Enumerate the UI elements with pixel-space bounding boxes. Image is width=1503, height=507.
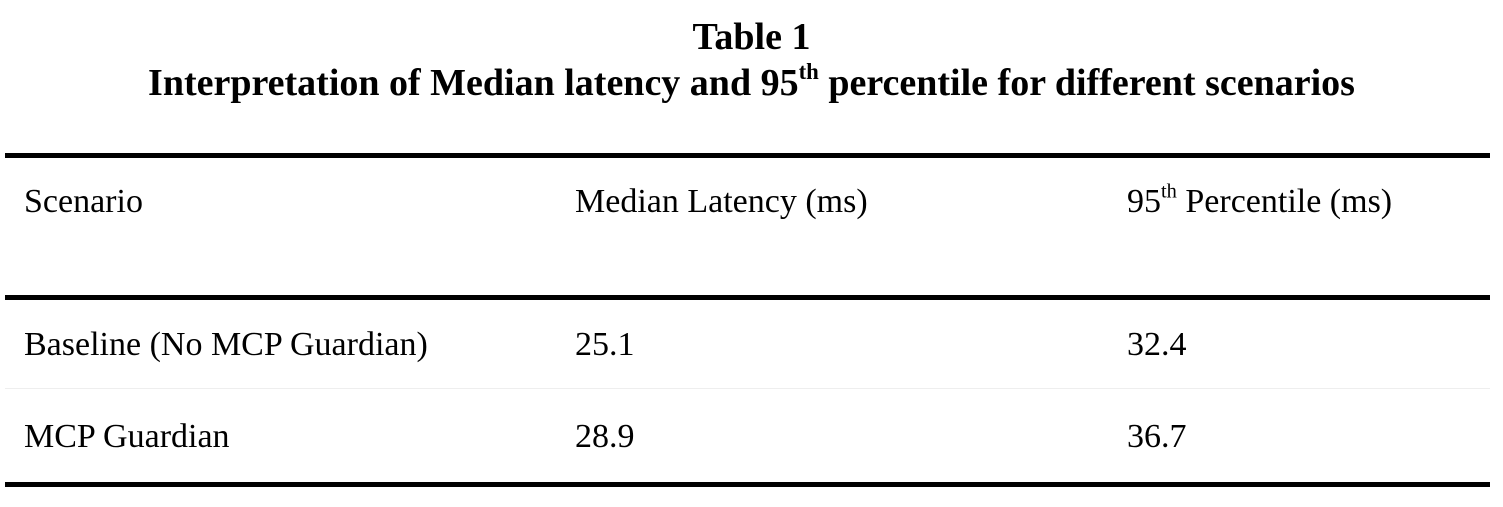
title-text: percentile for different scenarios bbox=[818, 62, 1355, 104]
header-cell: Scenario bbox=[24, 183, 143, 220]
header-text: Percentile (ms) bbox=[1176, 183, 1393, 220]
top-rule bbox=[5, 153, 1490, 158]
title-sup: th bbox=[798, 59, 819, 85]
header-text: 95 bbox=[1127, 183, 1161, 220]
bottom-rule bbox=[5, 482, 1490, 487]
cell: MCP Guardian bbox=[24, 418, 230, 455]
table-label: Table 1 bbox=[692, 16, 811, 58]
header-cell: 95th Percentile (ms) bbox=[1127, 182, 1392, 222]
table-title: Interpretation of Median latency and 95t… bbox=[0, 60, 1503, 104]
header-rule bbox=[5, 295, 1490, 300]
row-divider bbox=[5, 388, 1490, 389]
cell: 28.9 bbox=[575, 418, 635, 455]
cell: 25.1 bbox=[575, 326, 635, 363]
header-sup: th bbox=[1161, 180, 1177, 203]
title-text: Interpretation of Median latency and 95 bbox=[148, 62, 799, 104]
cell: 32.4 bbox=[1127, 326, 1187, 363]
cell: 36.7 bbox=[1127, 418, 1187, 455]
cell: Baseline (No MCP Guardian) bbox=[24, 326, 428, 363]
header-cell: Median Latency (ms) bbox=[575, 183, 868, 220]
